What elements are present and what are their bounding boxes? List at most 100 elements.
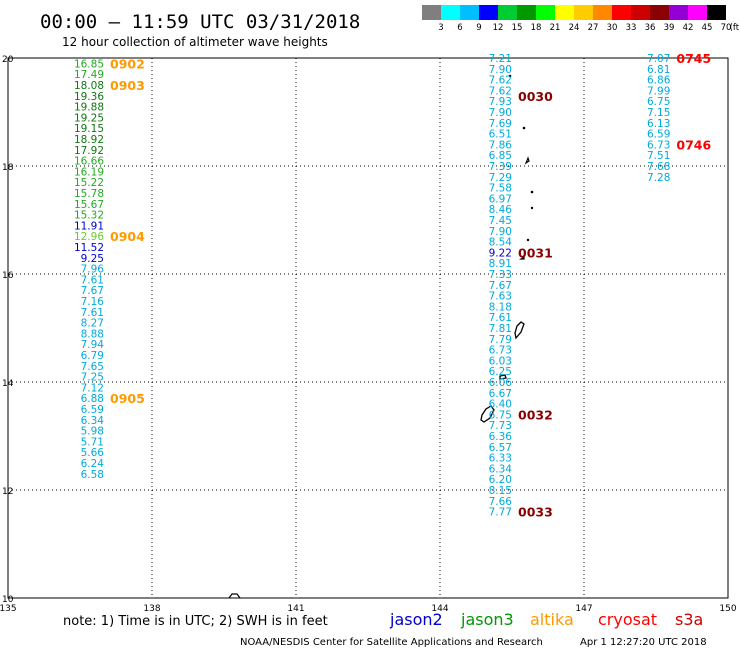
swh-value-label: 6.75 [489,409,512,421]
island-north-1 [524,156,530,165]
swh-value-label: 7.45 [489,215,512,227]
swh-value-label: 7.94 [81,339,105,351]
swh-value-label: 8.15 [489,485,512,497]
island-dot-1 [508,74,512,78]
colorbar-tick-label: 3 [438,23,443,33]
swh-value-label: 7.33 [489,269,512,281]
swh-value-label: 6.36 [489,431,513,443]
colorbar-tick-label: 27 [588,23,599,33]
swh-value-label: 7.07 [647,53,670,65]
island-saipan [514,321,525,340]
swh-value-label: 7.62 [489,85,512,97]
y-tick-label: 14 [2,379,14,389]
swh-value-label: 5.98 [81,426,104,438]
swh-value-label: 5.71 [81,436,104,448]
swh-value-label: 6.25 [489,366,512,378]
colorbar-tick-label: 18 [531,23,542,33]
swh-value-label: 7.81 [489,323,512,335]
legend-altika: altika [530,610,574,629]
swh-value-label: 15.32 [74,210,104,222]
swh-value-label: 7.58 [489,183,512,195]
swh-value-label: 6.88 [81,393,104,405]
swh-value-label: 7.21 [489,53,512,65]
swh-value-label: 17.49 [74,69,104,81]
swh-value-label: 15.67 [74,199,104,211]
time-stamp-label: 0030 [518,89,553,104]
x-tick-label: 147 [575,604,592,614]
legend-s3a: s3a [675,610,703,629]
y-tick-label: 18 [2,163,14,173]
altimeter-tracks: 16.8517.4918.0819.3619.8819.2519.1518.92… [74,51,712,520]
swh-value-label: 6.34 [81,415,105,427]
colorbar-tick-label: 45 [702,23,713,33]
colorbar-swatch [669,5,688,20]
x-tick-label: 150 [719,604,736,614]
swh-value-label: 15.22 [74,177,104,189]
map-grid: 135 138 141 144 147 150 10 12 14 16 18 20 [0,55,737,614]
swh-value-label: 19.88 [74,102,104,114]
swh-value-label: 6.79 [81,350,104,362]
swh-value-label: 6.40 [489,399,512,411]
swh-value-label: 8.18 [489,301,512,313]
chart-subtitle: 12 hour collection of altimeter wave hei… [62,35,328,49]
x-tick-label: 144 [431,604,448,614]
colorbar-tick-label: 30 [607,23,618,33]
swh-value-label: 5.66 [81,447,105,459]
swh-value-label: 7.93 [489,96,512,108]
swh-value-label: 15.78 [74,188,104,200]
island-south [228,593,241,599]
colorbar-tick-label: 9 [476,23,481,33]
island-dot-4 [530,206,534,210]
island-tinian [499,374,507,380]
footer-timestamp: Apr 1 12:27:20 UTC 2018 [580,637,707,648]
swh-value-label: 7.65 [81,361,104,373]
swh-value-label: 7.29 [489,172,512,184]
time-stamp-label: 0746 [676,137,711,152]
colorbar-swatch [460,5,479,20]
swh-value-label: 6.06 [489,377,513,389]
swh-value-label: 7.66 [489,496,513,508]
colorbar-tick-label: 36 [645,23,656,33]
swh-value-label: 6.73 [489,345,512,357]
swh-value-label: 7.99 [647,85,670,97]
colorbar-swatch [631,5,650,20]
swh-value-label: 9.22 [489,247,512,259]
legend-jason2: jason2 [389,610,443,629]
time-stamp-label: 0745 [676,51,711,66]
swh-value-label: 7.25 [81,372,104,384]
colorbar-swatch [441,5,460,20]
colorbar-swatch [612,5,631,20]
colorbar-swatch [650,5,669,20]
swh-value-label: 7.51 [647,150,670,162]
swh-value-label: 18.92 [74,134,104,146]
x-tick-label: 141 [287,604,304,614]
swh-value-label: 7.69 [489,118,512,130]
swh-value-label: 8.88 [81,328,104,340]
swh-value-label: 7.61 [489,312,512,324]
time-stamp-label: 0902 [110,56,145,71]
legend-cryosat: cryosat [598,610,657,629]
swh-value-label: 19.36 [74,91,104,103]
swh-value-label: 16.19 [74,166,104,178]
swh-value-label: 7.79 [489,334,512,346]
colorbar-swatch [574,5,593,20]
swh-value-label: 6.24 [81,458,105,470]
x-tick-label: 138 [143,604,160,614]
swh-value-label: 7.90 [489,226,512,238]
swh-value-label: 6.86 [647,75,671,87]
swh-value-label: 6.03 [489,355,512,367]
swh-value-label: 19.25 [74,112,104,124]
swh-value-label: 19.15 [74,123,104,135]
swh-value-label: 7.63 [489,291,512,303]
y-tick-label: 10 [2,595,14,605]
swh-value-label: 8.91 [489,258,512,270]
time-stamp-label: 0033 [518,505,553,520]
swh-value-label: 6.85 [489,150,512,162]
colorbar-tick-label: 39 [664,23,675,33]
swh-value-label: 6.57 [489,442,512,454]
swh-value-label: 7.61 [81,307,104,319]
swh-value-label: 12.96 [74,231,104,243]
swh-value-label: 8.27 [81,318,104,330]
colorbar-tick-label: 33 [626,23,637,33]
colorbar-tick-label: 42 [683,23,694,33]
